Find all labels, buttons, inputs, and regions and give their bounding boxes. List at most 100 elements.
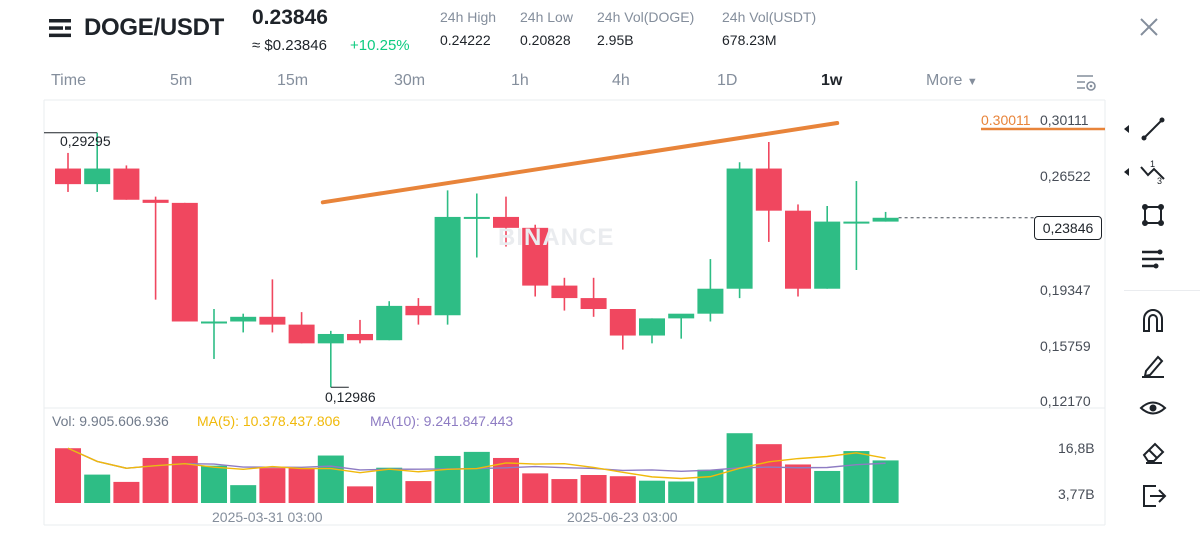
price-axis-label: 0,30111	[1040, 112, 1089, 128]
ma5-line	[67, 447, 886, 480]
candle-body	[814, 221, 841, 289]
svg-text:1: 1	[1150, 159, 1155, 169]
candle-body	[843, 221, 870, 224]
more-dropdown[interactable]: More ▼	[926, 72, 978, 90]
candle-body	[171, 202, 198, 322]
candle-body	[376, 305, 403, 341]
stat-vol-doge-label: 24h Vol(DOGE)	[597, 9, 695, 25]
eye-icon[interactable]	[1138, 393, 1168, 423]
candle-body	[755, 168, 782, 211]
magnet-icon[interactable]	[1138, 305, 1168, 335]
volume-bar	[493, 457, 519, 503]
exchange-watermark: BINANCE	[498, 224, 615, 251]
volume-bar	[639, 480, 665, 503]
current-price-tag: 0,23846	[1034, 216, 1102, 240]
tab-5m[interactable]: 5m	[170, 72, 193, 89]
volume-bar	[814, 470, 841, 503]
volume-bar	[84, 474, 111, 503]
volume-bar	[872, 460, 899, 503]
volume-bar	[317, 455, 344, 503]
menu-icon[interactable]	[48, 16, 72, 40]
expand-arrow-icon[interactable]	[1124, 168, 1129, 176]
volume-bar	[843, 451, 870, 503]
stat-vol-usdt-value: 678.23M	[722, 32, 777, 48]
svg-text:3: 3	[1157, 176, 1162, 186]
candle-body	[872, 217, 899, 222]
volume-bar	[405, 481, 432, 503]
line-tool-icon[interactable]	[1138, 114, 1168, 144]
candle-body	[317, 333, 344, 344]
eraser-icon[interactable]	[1138, 437, 1168, 467]
trendline	[320, 121, 840, 205]
price-axis-label: 0,15759	[1040, 338, 1091, 354]
tab-1h[interactable]: 1h	[511, 72, 529, 89]
candle-body	[113, 168, 140, 200]
indicator-tool-icon[interactable]	[1138, 244, 1168, 274]
tab-4h[interactable]: 4h	[612, 72, 630, 89]
stat-24h-high-label: 24h High	[440, 9, 497, 25]
volume-axis-label: 16,8B	[1058, 440, 1095, 456]
price-axis-label: 0,12170	[1040, 393, 1091, 409]
more-label: More	[926, 72, 963, 89]
stat-24h-high-value: 0.24222	[440, 32, 491, 48]
volume-bar	[580, 475, 607, 503]
volume-axis-label: 3,77B	[1058, 486, 1095, 502]
candle-body	[609, 309, 636, 336]
candle-body	[230, 316, 257, 322]
brush-icon[interactable]	[1138, 349, 1168, 379]
stat-vol-doge-value: 2.95B	[597, 32, 634, 48]
volume-bar	[522, 473, 549, 503]
shape-tool-icon[interactable]	[1138, 200, 1168, 230]
volume-bar	[55, 448, 81, 503]
volume-bar	[609, 476, 636, 503]
date-axis-label: 2025-06-23 03:00	[567, 509, 678, 525]
high-marker-label: 0,29295	[60, 133, 111, 149]
candle-body	[288, 324, 315, 344]
date-axis-label: 2025-03-31 03:00	[212, 509, 323, 525]
candle-body	[142, 199, 169, 203]
volume-bar	[230, 485, 257, 503]
volume-bar	[288, 468, 315, 503]
volume-bar	[434, 455, 461, 503]
volume-bar	[347, 486, 373, 503]
stat-24h-low-label: 24h Low	[520, 9, 573, 25]
exit-icon[interactable]	[1138, 481, 1168, 511]
candle-body	[522, 227, 549, 286]
candle-body	[84, 168, 111, 185]
candle-body	[668, 313, 695, 319]
volume-bar	[376, 467, 403, 503]
toolbar-divider	[1124, 290, 1200, 291]
candle-body	[434, 216, 461, 316]
volume-bar	[259, 468, 286, 503]
last-price: 0.23846	[252, 6, 328, 29]
tab-30m[interactable]: 30m	[394, 72, 426, 89]
candle-body	[726, 168, 753, 289]
pair-title[interactable]: DOGE/USDT	[84, 14, 224, 41]
tab-1d[interactable]: 1D	[717, 72, 738, 89]
candle-body	[55, 168, 81, 185]
volume-bar	[201, 465, 227, 503]
stat-24h-low-value: 0.20828	[520, 32, 571, 48]
caret-down-icon: ▼	[966, 76, 978, 88]
price-axis-label: 0,19347	[1040, 282, 1091, 298]
candle-body	[580, 298, 607, 310]
chart-settings-icon[interactable]	[1075, 71, 1097, 93]
expand-arrow-icon[interactable]	[1124, 125, 1129, 133]
volume-legend: Vol: 9.905.606.936	[52, 413, 169, 429]
tab-time[interactable]: Time	[51, 72, 86, 89]
tab-15m[interactable]: 15m	[277, 72, 309, 89]
volume-bar	[171, 455, 198, 503]
low-marker-label: 0,12986	[325, 389, 376, 405]
volume-bar	[755, 444, 782, 503]
volume-bar	[113, 481, 140, 503]
volume-bar	[668, 481, 695, 503]
close-icon[interactable]	[1137, 15, 1161, 39]
tab-1w[interactable]: 1w	[821, 72, 843, 89]
candle-body	[697, 288, 724, 314]
stat-vol-usdt-label: 24h Vol(USDT)	[722, 9, 817, 25]
trendline-price-label: 0.30011	[981, 112, 1031, 128]
ma5-legend: MA(5): 10.378.437.806	[197, 413, 341, 429]
price-usd: ≈ $0.23846	[252, 37, 327, 54]
